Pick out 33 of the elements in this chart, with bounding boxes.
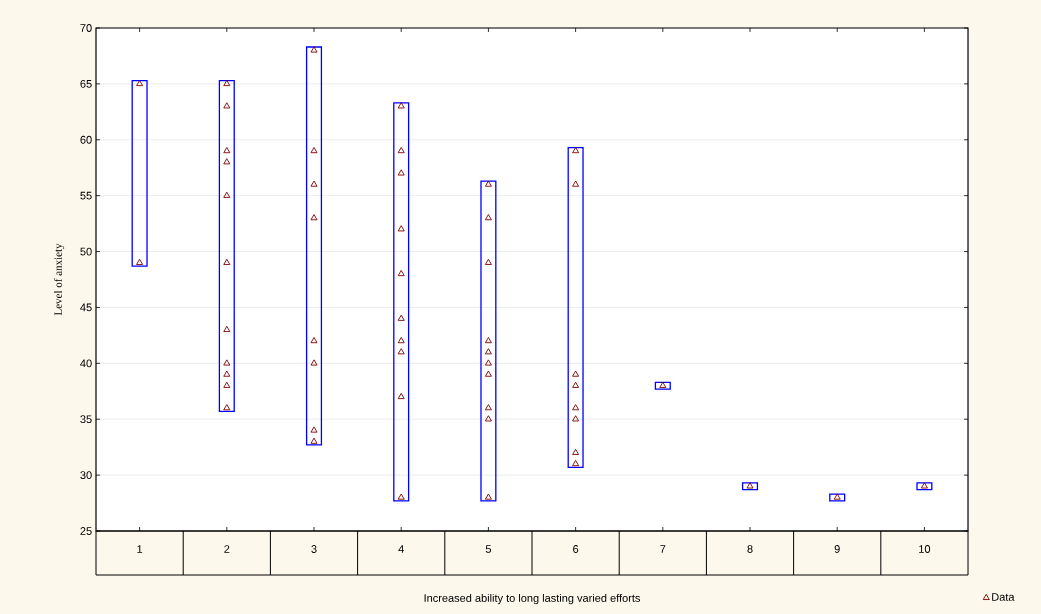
bar: [829, 493, 846, 502]
legend-label: Data: [992, 593, 1015, 601]
y-tick-label: 40: [80, 359, 92, 368]
y-tick-label: 25: [80, 527, 92, 535]
x-tick-label: 5: [485, 545, 492, 553]
y-tick-label: 35: [80, 415, 92, 424]
bar: [131, 79, 148, 267]
bar: [741, 482, 759, 491]
x-tick-label: 3: [311, 545, 317, 553]
bar: [916, 482, 933, 491]
x-tick-label: 9: [834, 545, 840, 553]
x-axis-title: Increased ability to long lasting varied efforts: [424, 593, 641, 605]
y-tick-label: 60: [80, 135, 92, 144]
y-tick-label: 70: [80, 24, 92, 32]
x-tick-label: 6: [573, 545, 579, 553]
x-tick-label: 1: [137, 545, 143, 553]
y-tick-label: 30: [80, 471, 92, 480]
bar: [305, 46, 323, 446]
x-tick-label: 8: [747, 545, 753, 553]
y-tick-label: 65: [80, 79, 92, 88]
x-tick-label: 2: [224, 545, 230, 553]
bar: [654, 381, 671, 390]
x-tick-label: 7: [660, 545, 666, 553]
bar: [218, 79, 235, 413]
x-tick-label: 4: [398, 545, 404, 553]
x-tick-label: 10: [919, 545, 931, 553]
bar: [393, 102, 410, 502]
y-axis-title: Level of anxiety: [54, 243, 65, 316]
y-tick-label: 50: [80, 247, 92, 256]
bar: [567, 146, 584, 468]
y-tick-label: 55: [80, 191, 92, 200]
y-tick-label: 45: [80, 303, 92, 312]
bar: [480, 180, 497, 502]
